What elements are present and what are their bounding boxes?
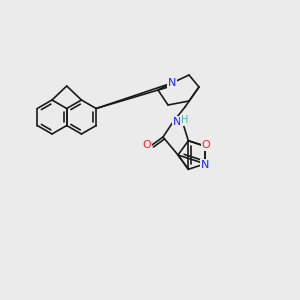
Text: N: N <box>201 160 209 170</box>
Text: O: O <box>202 140 211 150</box>
Text: O: O <box>142 140 152 150</box>
Text: N: N <box>173 117 181 127</box>
Text: N: N <box>168 78 176 88</box>
Text: H: H <box>181 115 189 125</box>
Text: O: O <box>142 140 152 150</box>
